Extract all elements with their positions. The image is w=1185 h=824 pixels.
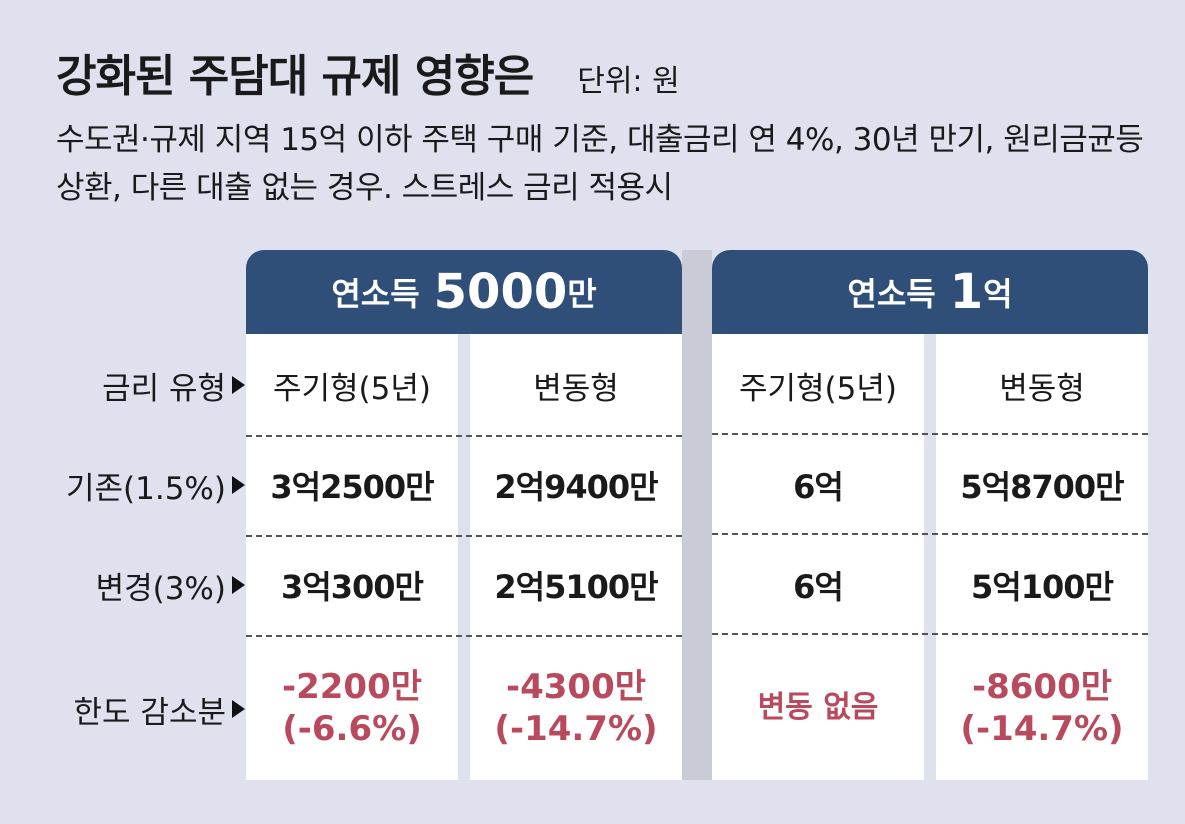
row-label-rate-type: 금리 유형	[102, 362, 245, 408]
cell-decrease: -8600만 (-14.7%)	[936, 660, 1148, 756]
row-divider	[712, 533, 1148, 535]
cell-decrease: 변동 없음	[712, 660, 924, 756]
row-label-after: 변경(3%)	[96, 562, 245, 608]
arrow-right-icon	[232, 576, 245, 594]
cell-after: 2억5100만	[494, 568, 658, 606]
arrow-right-icon	[232, 700, 245, 718]
column-panel	[712, 334, 924, 780]
arrow-right-icon	[232, 376, 245, 394]
decrease-percent: (-6.6%)	[282, 709, 422, 749]
row-divider	[712, 433, 1148, 435]
group-header-value: 1	[949, 264, 984, 320]
row-label-before: 기존(1.5%)	[66, 462, 245, 508]
decrease-amount: 변동 없음	[757, 690, 879, 725]
cell-rate-type: 변동형	[533, 370, 619, 407]
unit-label: 단위: 원	[577, 64, 680, 99]
group-header-value: 5000	[433, 264, 568, 320]
column-panel	[246, 334, 458, 780]
cell-decrease: -4300만 (-14.7%)	[470, 660, 682, 756]
row-divider	[712, 633, 1148, 635]
page-title: 강화된 주담대 규제 영향은	[56, 51, 534, 102]
group-header-suffix: 만	[567, 275, 597, 313]
group-header-1eok: 연소득 1 억	[712, 250, 1148, 334]
arrow-right-icon	[232, 476, 245, 494]
decrease-amount: -4300만	[505, 667, 647, 707]
group-header-suffix: 억	[983, 275, 1013, 313]
decrease-amount: -2200만	[281, 667, 423, 707]
cell-before: 6억	[793, 468, 844, 506]
decrease-percent: (-14.7%)	[494, 709, 658, 749]
subtitle: 수도권·규제 지역 15억 이하 주택 구매 기준, 대출금리 연 4%, 30…	[56, 122, 1144, 206]
row-divider	[246, 535, 682, 537]
cell-after: 5억100만	[971, 568, 1114, 606]
cell-before: 5억8700만	[960, 468, 1124, 506]
title-row: 강화된 주담대 규제 영향은 단위: 원	[56, 40, 680, 104]
cell-after: 6억	[793, 568, 844, 606]
group-divider	[682, 250, 712, 780]
column-panel	[936, 334, 1148, 780]
cell-rate-type: 변동형	[999, 370, 1085, 407]
cell-rate-type: 주기형(5년)	[273, 370, 431, 407]
group-header-label: 연소득	[331, 275, 420, 313]
column-panel	[470, 334, 682, 780]
row-divider	[246, 635, 682, 637]
row-divider	[246, 435, 682, 437]
cell-before: 3억2500만	[270, 468, 434, 506]
group-header-5000: 연소득 5000 만	[246, 250, 682, 334]
group-header-label: 연소득	[847, 275, 936, 313]
decrease-percent: (-14.7%)	[960, 709, 1124, 749]
cell-after: 3억300만	[281, 568, 424, 606]
row-label-decrease: 한도 감소분	[74, 686, 245, 732]
cell-decrease: -2200만 (-6.6%)	[246, 660, 458, 756]
decrease-amount: -8600만	[971, 667, 1113, 707]
cell-rate-type: 주기형(5년)	[739, 370, 897, 407]
cell-before: 2억9400만	[494, 468, 658, 506]
